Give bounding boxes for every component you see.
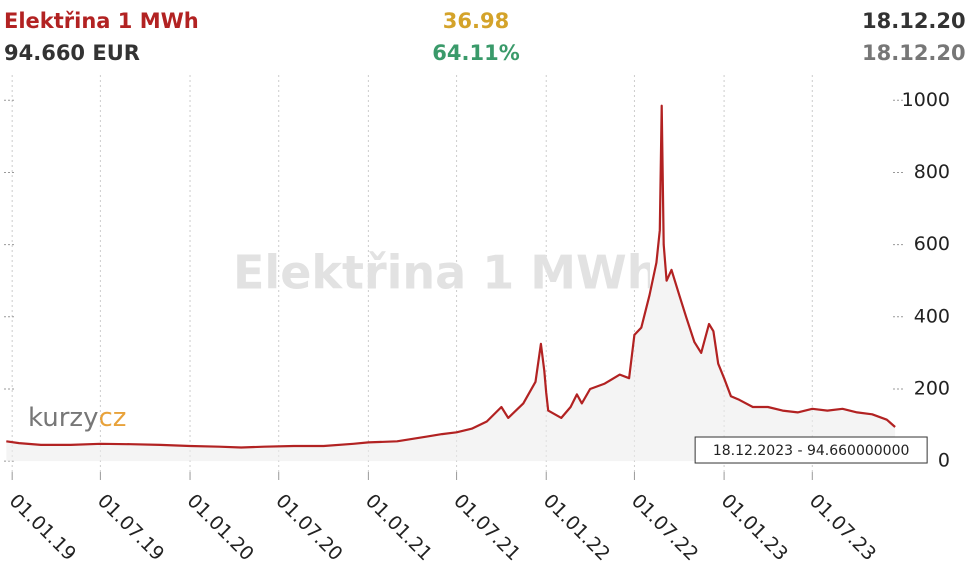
x-tick-label: 01.07.21 — [449, 490, 524, 565]
annotation-box — [694, 436, 928, 464]
chart-title: Elektřina 1 MWh — [4, 9, 199, 33]
x-tick-label: 01.01.23 — [717, 490, 792, 565]
y-tick-label: 200 — [914, 377, 950, 399]
annotation: 18.12.2023 - 94.660000000 — [713, 443, 910, 459]
area — [6, 105, 896, 462]
x-tick-label: 01.01.20 — [183, 490, 258, 565]
y-tick-label: 800 — [914, 161, 950, 183]
date: 18.12.20 — [862, 41, 966, 65]
line — [6, 104, 896, 449]
date: 18.12.20 — [862, 9, 966, 33]
x-tick-label: 01.07.20 — [271, 490, 346, 565]
y-tick-label: 1000 — [902, 89, 950, 111]
x-tick-label: 01.01.21 — [361, 490, 436, 565]
y-tick-label: 400 — [914, 305, 950, 327]
change-percent: 64.11% — [432, 41, 519, 65]
x-tick-label: 01.01.22 — [539, 490, 614, 565]
y-tick-label: 600 — [914, 233, 950, 255]
logo-text: kurzy — [28, 403, 98, 433]
x-tick-label: 01.07.22 — [627, 490, 702, 565]
logo: kurzycz — [28, 403, 126, 433]
x-tick-label: 01.07.23 — [805, 490, 880, 565]
logo-text: cz — [98, 403, 126, 433]
x-tick-label: 01.07.19 — [93, 490, 168, 565]
y-tick-label: 0 — [938, 450, 950, 472]
price: 94.660 EUR — [4, 41, 140, 65]
watermark: Elektřina 1 MWh — [233, 246, 660, 300]
change: 36.98 — [443, 9, 509, 33]
x-tick-label: 01.01.19 — [5, 490, 80, 565]
